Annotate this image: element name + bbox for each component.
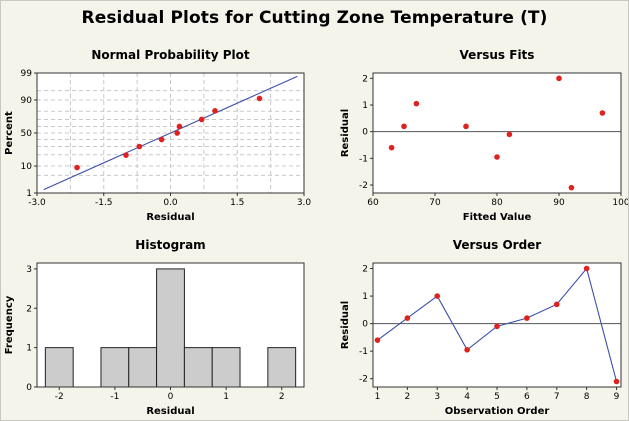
y-tick-label: -1 xyxy=(359,347,368,357)
x-tick-label: 8 xyxy=(584,392,590,402)
data-point xyxy=(464,347,470,353)
data-point xyxy=(123,152,129,158)
data-point xyxy=(434,293,441,299)
y-tick-label: 90 xyxy=(21,96,33,106)
data-point xyxy=(374,337,381,343)
histogram-bar xyxy=(100,347,130,388)
data-point xyxy=(613,378,620,385)
x-axis-label: Fitted Value xyxy=(463,212,532,223)
x-tick-label: 60 xyxy=(367,198,379,208)
data-point xyxy=(212,108,218,114)
data-point xyxy=(158,136,165,143)
y-axis-label: Residual xyxy=(340,109,351,157)
x-tick-label: 3.0 xyxy=(297,198,312,208)
x-tick-label: 0 xyxy=(168,392,174,402)
data-point xyxy=(506,131,513,138)
panel-title: Normal Probability Plot xyxy=(91,48,250,62)
data-point xyxy=(413,100,420,107)
y-tick-label: 0 xyxy=(362,128,368,138)
histogram-bar xyxy=(267,347,297,388)
x-tick-label: 4 xyxy=(464,392,470,402)
data-point xyxy=(176,123,183,130)
data-point xyxy=(174,130,180,136)
histogram-bar xyxy=(156,268,185,388)
data-point xyxy=(198,116,205,123)
panel-title: Versus Fits xyxy=(460,48,535,62)
data-point xyxy=(136,143,143,150)
y-tick-label: 10 xyxy=(21,162,33,172)
y-tick-label: 1 xyxy=(26,189,32,199)
x-axis-label: Observation Order xyxy=(445,406,550,417)
y-tick-label: 1 xyxy=(362,101,368,111)
y-tick-label: 3 xyxy=(26,265,32,275)
histogram-bar xyxy=(44,347,74,388)
x-tick-label: -2 xyxy=(55,392,64,402)
x-tick-label: 1 xyxy=(223,392,229,402)
y-tick-label: 2 xyxy=(362,74,368,84)
x-axis-label: Residual xyxy=(146,212,194,223)
histogram-bar xyxy=(128,347,158,388)
fit-line xyxy=(43,75,298,191)
x-tick-label: 6 xyxy=(524,392,530,402)
x-tick-label: 1.5 xyxy=(230,198,244,208)
data-point xyxy=(463,123,469,130)
x-tick-label: 2 xyxy=(404,392,410,402)
x-tick-label: 3 xyxy=(434,392,440,402)
data-point xyxy=(494,154,500,160)
x-tick-label: 2 xyxy=(279,392,285,402)
data-point xyxy=(494,323,500,330)
data-point xyxy=(401,123,407,130)
data-point xyxy=(599,110,606,116)
x-tick-label: 1 xyxy=(375,392,381,402)
plot-area xyxy=(373,73,621,193)
data-point xyxy=(583,265,590,272)
y-tick-label: 99 xyxy=(21,69,33,79)
x-tick-label: 7 xyxy=(554,392,560,402)
x-tick-label: -1 xyxy=(110,392,119,402)
y-axis-label: Frequency xyxy=(4,295,15,354)
y-tick-label: -1 xyxy=(359,154,368,164)
x-axis-label: Residual xyxy=(146,406,194,417)
histogram-bar xyxy=(183,347,213,388)
y-tick-label: 0 xyxy=(362,320,368,330)
x-tick-label: 9 xyxy=(614,392,620,402)
y-tick-label: 50 xyxy=(21,129,33,139)
x-tick-label: 90 xyxy=(553,198,565,208)
panel-title: Versus Order xyxy=(453,238,542,252)
y-tick-label: 2 xyxy=(362,265,368,275)
x-tick-label: 5 xyxy=(494,392,500,402)
x-tick-label: 100 xyxy=(612,198,628,208)
histogram-bar xyxy=(211,347,241,388)
y-tick-label: 2 xyxy=(26,304,32,314)
y-axis-label: Percent xyxy=(4,111,15,155)
x-tick-label: -1.5 xyxy=(95,198,113,208)
data-point xyxy=(568,184,575,191)
y-tick-label: -2 xyxy=(359,375,368,385)
y-tick-label: 1 xyxy=(26,344,32,354)
x-tick-label: 0.0 xyxy=(163,198,178,208)
x-tick-label: 80 xyxy=(491,198,503,208)
data-point xyxy=(256,95,263,102)
data-point xyxy=(556,75,562,82)
x-tick-label: -3.0 xyxy=(28,198,46,208)
x-tick-label: 70 xyxy=(429,198,441,208)
y-tick-label: 0 xyxy=(26,383,32,393)
y-tick-label: -2 xyxy=(359,181,368,191)
y-axis-label: Residual xyxy=(340,301,351,349)
data-point xyxy=(404,315,411,321)
y-tick-label: 1 xyxy=(362,292,368,302)
main-title: Residual Plots for Cutting Zone Temperat… xyxy=(81,8,548,28)
data-point xyxy=(524,315,530,321)
data-point xyxy=(74,164,80,171)
data-point xyxy=(553,301,560,308)
data-point xyxy=(388,144,395,151)
panel-title: Histogram xyxy=(135,238,205,252)
